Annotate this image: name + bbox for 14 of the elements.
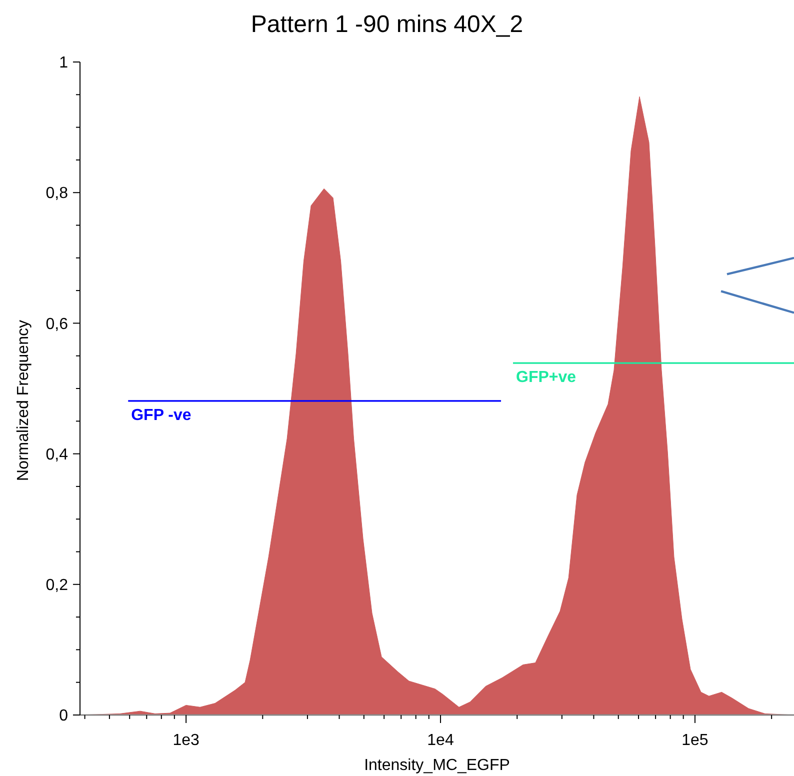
x-axis-title: Intensity_MC_EGFP: [364, 757, 510, 774]
chart-title: Pattern 1 -90 mins 40X_2: [250, 11, 524, 38]
x-tick-label: 1e3: [172, 732, 200, 749]
series-label: GFP -ve: [131, 406, 192, 424]
x-tick-label: 1e4: [427, 732, 454, 749]
y-tick-label: 0,8: [46, 185, 68, 202]
x-tick-label: 1e5: [682, 732, 708, 749]
y-axis-title: Normalized Frequency: [15, 320, 32, 481]
y-tick-label: 1: [59, 54, 68, 72]
y-tick-label: 0,4: [46, 446, 68, 464]
y-tick-label: 0: [59, 708, 68, 725]
y-tick-label: 0,2: [46, 577, 68, 594]
series-label: GFP+ve: [516, 369, 576, 386]
y-tick-label: 0,6: [46, 316, 68, 333]
